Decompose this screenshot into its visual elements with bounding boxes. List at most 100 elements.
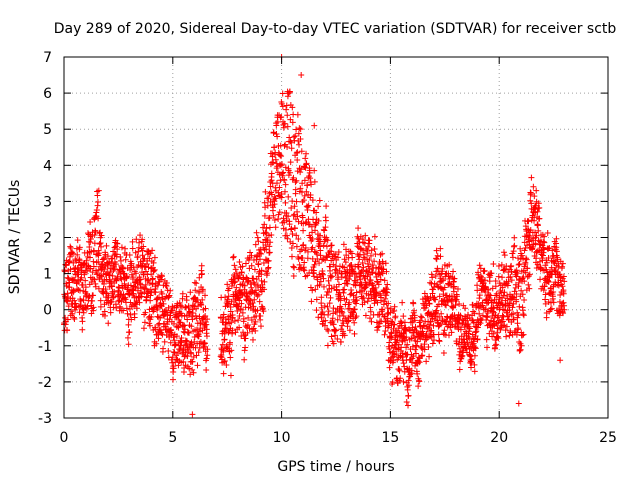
- data-point: [297, 169, 304, 176]
- data-point: [148, 313, 155, 320]
- data-point: [323, 203, 330, 210]
- data-point: [441, 327, 448, 334]
- data-point: [170, 320, 177, 327]
- data-point: [244, 322, 251, 329]
- data-point: [493, 341, 500, 348]
- data-point: [403, 334, 410, 341]
- data-point: [239, 291, 246, 298]
- data-point: [90, 263, 97, 270]
- data-point: [414, 338, 421, 345]
- data-point: [105, 292, 112, 299]
- data-point: [295, 130, 302, 137]
- data-point: [92, 228, 99, 235]
- data-point: [415, 383, 422, 390]
- data-point: [451, 283, 458, 290]
- data-point: [517, 346, 524, 353]
- data-point: [400, 378, 407, 385]
- data-point: [426, 353, 433, 360]
- data-point: [258, 250, 265, 257]
- data-point: [340, 289, 347, 296]
- data-point: [163, 279, 170, 286]
- data-point: [147, 322, 154, 329]
- data-point: [260, 308, 267, 315]
- data-point: [95, 258, 102, 265]
- data-point: [266, 249, 273, 256]
- data-point: [311, 261, 318, 268]
- data-point: [252, 318, 259, 325]
- data-point: [277, 162, 284, 169]
- data-point: [350, 309, 357, 316]
- data-point: [355, 253, 362, 260]
- data-point: [90, 304, 97, 311]
- data-point: [245, 277, 252, 284]
- data-point: [254, 234, 261, 241]
- data-point: [288, 253, 295, 260]
- data-point: [268, 177, 275, 184]
- data-point: [292, 186, 299, 193]
- data-point: [311, 122, 318, 129]
- data-point: [448, 329, 455, 336]
- data-point: [472, 344, 479, 351]
- data-point: [346, 276, 353, 283]
- data-point: [503, 323, 510, 330]
- data-point: [395, 345, 402, 352]
- data-point: [178, 339, 185, 346]
- data-point: [528, 200, 535, 207]
- data-point: [143, 294, 150, 301]
- data-point: [369, 281, 376, 288]
- data-point: [140, 325, 147, 332]
- data-point: [405, 402, 412, 409]
- data-point: [541, 239, 548, 246]
- data-point: [410, 353, 417, 360]
- data-point: [348, 261, 355, 268]
- data-point: [96, 241, 103, 248]
- data-point: [236, 313, 243, 320]
- data-point: [219, 341, 226, 348]
- data-point: [184, 353, 191, 360]
- data-point: [86, 293, 93, 300]
- data-point: [381, 313, 388, 320]
- data-point: [408, 315, 415, 322]
- data-point: [161, 338, 168, 345]
- data-point: [353, 313, 360, 320]
- x-axis-label: GPS time / hours: [277, 459, 394, 475]
- data-point: [439, 265, 446, 272]
- data-point: [87, 265, 94, 272]
- data-point: [290, 212, 297, 219]
- data-point: [377, 276, 384, 283]
- data-point: [198, 262, 205, 269]
- data-point: [367, 277, 374, 284]
- data-point: [544, 230, 551, 237]
- data-point: [107, 309, 114, 316]
- data-point: [441, 284, 448, 291]
- data-point: [83, 257, 90, 264]
- data-point: [126, 329, 133, 336]
- data-point: [123, 273, 130, 280]
- data-point: [97, 303, 104, 310]
- data-point: [115, 298, 122, 305]
- data-point: [364, 248, 371, 255]
- data-point: [341, 286, 348, 293]
- data-point: [386, 339, 393, 346]
- data-point: [340, 312, 347, 319]
- data-point: [75, 266, 82, 273]
- data-point: [158, 273, 165, 280]
- data-point: [264, 270, 271, 277]
- data-point: [515, 400, 522, 407]
- data-point: [399, 353, 406, 360]
- data-point: [309, 197, 316, 204]
- data-point: [427, 318, 434, 325]
- data-point: [126, 251, 133, 258]
- data-point: [521, 278, 528, 285]
- data-point: [382, 295, 389, 302]
- data-point: [514, 314, 521, 321]
- data-point: [486, 278, 493, 285]
- data-point: [232, 278, 239, 285]
- data-point: [525, 218, 532, 225]
- data-point: [351, 330, 358, 337]
- data-point: [170, 334, 177, 341]
- data-point: [311, 167, 318, 174]
- data-point: [150, 259, 157, 266]
- data-point: [325, 327, 332, 334]
- data-point: [317, 232, 324, 239]
